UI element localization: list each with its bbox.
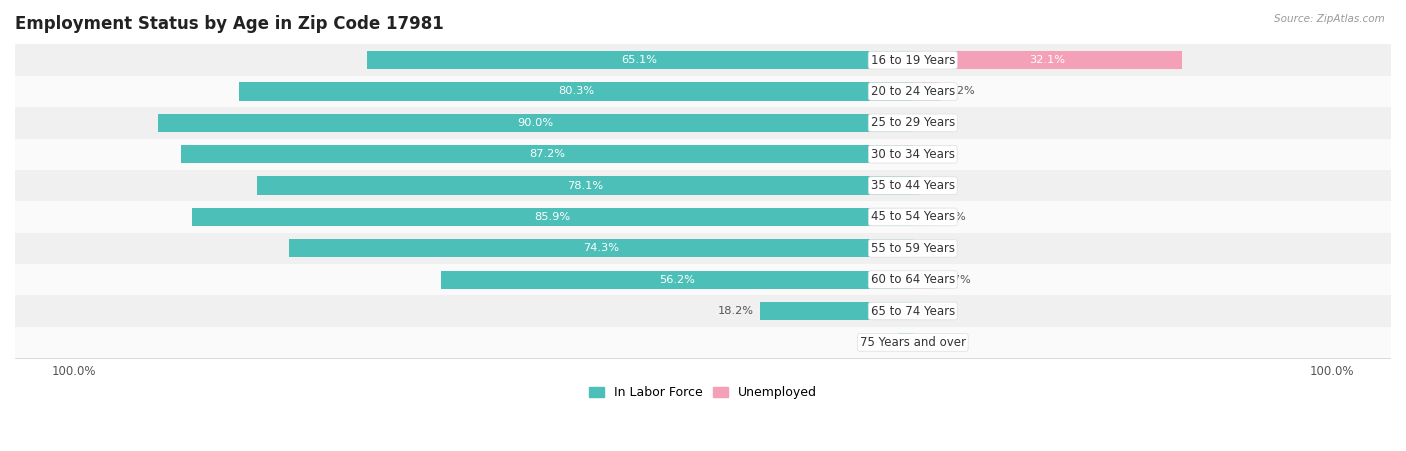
Bar	[239, 83, 912, 101]
Text: 1.7%: 1.7%	[863, 337, 891, 347]
Text: 80.3%: 80.3%	[558, 87, 593, 97]
Text: 0.0%: 0.0%	[920, 243, 948, 253]
Bar	[15, 76, 1391, 107]
Text: 78.1%: 78.1%	[567, 180, 603, 191]
Bar	[912, 271, 935, 289]
Bar	[15, 45, 1391, 76]
Text: 55 to 59 Years: 55 to 59 Years	[870, 242, 955, 255]
Bar	[257, 176, 912, 195]
Bar	[157, 114, 912, 132]
Bar	[15, 170, 1391, 201]
Text: Source: ZipAtlas.com: Source: ZipAtlas.com	[1274, 14, 1385, 23]
Text: 65.1%: 65.1%	[621, 55, 658, 65]
Bar	[912, 51, 1182, 69]
Text: 30 to 34 Years: 30 to 34 Years	[870, 148, 955, 161]
Text: 0.0%: 0.0%	[920, 337, 948, 347]
Bar	[15, 295, 1391, 327]
Text: 20 to 24 Years: 20 to 24 Years	[870, 85, 955, 98]
Text: 0.0%: 0.0%	[920, 118, 948, 128]
Bar	[15, 201, 1391, 233]
Bar	[367, 51, 912, 69]
Text: 90.0%: 90.0%	[517, 118, 553, 128]
Text: 0.0%: 0.0%	[920, 149, 948, 159]
Bar	[761, 302, 912, 320]
Text: 25 to 29 Years: 25 to 29 Years	[870, 116, 955, 129]
Text: 2.1%: 2.1%	[936, 212, 966, 222]
Text: 65 to 74 Years: 65 to 74 Years	[870, 304, 955, 318]
Bar	[441, 271, 912, 289]
Legend: In Labor Force, Unemployed: In Labor Force, Unemployed	[583, 381, 823, 404]
Text: 75 Years and over: 75 Years and over	[859, 336, 966, 349]
Text: 35 to 44 Years: 35 to 44 Years	[870, 179, 955, 192]
Bar	[912, 83, 939, 101]
Bar	[15, 233, 1391, 264]
Bar	[15, 138, 1391, 170]
Bar	[193, 208, 912, 226]
Bar	[912, 208, 931, 226]
Text: 18.2%: 18.2%	[717, 306, 754, 316]
Bar	[181, 145, 912, 163]
Bar	[15, 107, 1391, 138]
Bar	[15, 264, 1391, 295]
Bar	[290, 239, 912, 258]
Text: 2.7%: 2.7%	[942, 275, 972, 285]
Text: 87.2%: 87.2%	[529, 149, 565, 159]
Bar	[15, 327, 1391, 358]
Text: 56.2%: 56.2%	[659, 275, 695, 285]
Text: 1.0%: 1.0%	[928, 180, 956, 191]
Text: 60 to 64 Years: 60 to 64 Years	[870, 273, 955, 286]
Text: 3.2%: 3.2%	[946, 87, 976, 97]
Text: 0.0%: 0.0%	[920, 306, 948, 316]
Text: 74.3%: 74.3%	[583, 243, 619, 253]
Text: 32.1%: 32.1%	[1029, 55, 1066, 65]
Text: 85.9%: 85.9%	[534, 212, 571, 222]
Bar	[898, 333, 912, 351]
Bar	[912, 176, 921, 195]
Text: Employment Status by Age in Zip Code 17981: Employment Status by Age in Zip Code 179…	[15, 15, 444, 33]
Text: 45 to 54 Years: 45 to 54 Years	[870, 211, 955, 223]
Text: 16 to 19 Years: 16 to 19 Years	[870, 54, 955, 67]
